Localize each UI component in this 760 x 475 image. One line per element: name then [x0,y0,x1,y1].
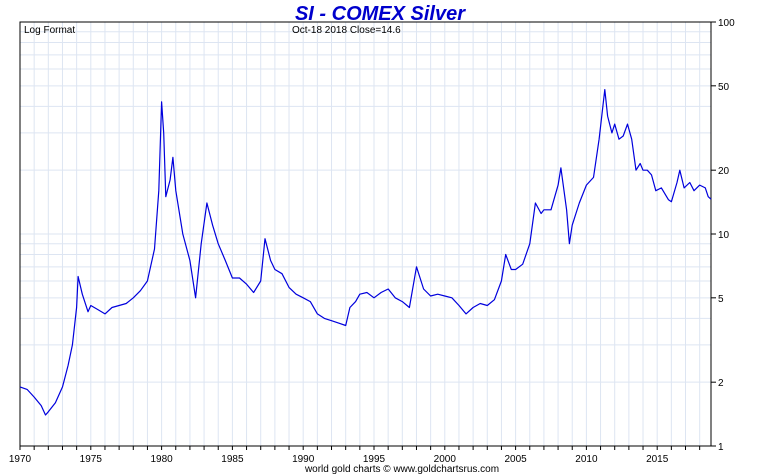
x-tick-label: 2005 [504,454,527,465]
scale-note: Log Format [24,25,75,36]
y-tick-label: 2 [718,378,724,389]
x-tick-label: 2010 [575,454,598,465]
x-axis: 1970 1975 1980 1985 1990 1995 2000 2005 2010 2015 [9,446,701,465]
x-tick-label: 2000 [434,454,457,465]
y-tick-label: 1 [718,442,724,453]
footer-credit: world gold charts © www.goldchartsrus.co… [304,464,499,475]
y-tick-label: 50 [718,82,730,93]
y-tick-label: 100 [718,18,735,29]
grid [19,21,711,447]
x-tick-label: 1995 [363,454,386,465]
x-tick-label: 2015 [646,454,669,465]
price-series-line [19,89,712,416]
y-axis: 1 2 5 10 20 50 100 [711,18,735,453]
status-text: Oct-18 2018 Close=14.6 [292,25,401,36]
series-layer [19,89,712,416]
x-tick-label: 1985 [221,454,244,465]
y-tick-label: 10 [718,230,730,241]
y-tick-label: 5 [718,294,724,305]
x-tick-label: 1970 [9,454,32,465]
chart-title: SI - COMEX Silver [295,3,466,25]
x-tick-label: 1975 [80,454,103,465]
x-tick-label: 1980 [150,454,173,465]
y-tick-label: 20 [718,166,730,177]
x-tick-label: 1990 [292,454,315,465]
